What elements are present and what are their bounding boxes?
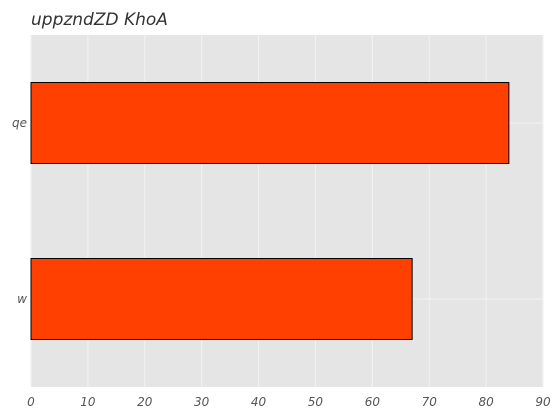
y-tick-label: w (17, 292, 27, 306)
x-tick-label: 10 (80, 395, 96, 409)
x-tick-label: 30 (194, 395, 210, 409)
bar-qe (30, 82, 510, 164)
x-tick-label: 70 (422, 395, 438, 409)
x-tick-label: 0 (27, 395, 35, 409)
x-tick-label: 60 (365, 395, 381, 409)
y-tick-label: qe (12, 116, 27, 130)
x-tick-label: 20 (137, 395, 153, 409)
plot-area: 0 10 20 30 40 50 60 70 80 90 qe w (12, 35, 551, 409)
chart-title: uppzndZD KhoA (31, 10, 168, 30)
x-tick-label: 50 (308, 395, 324, 409)
x-tick-label: 90 (535, 395, 551, 409)
x-tick-label: 80 (478, 395, 494, 409)
x-tick-label: 40 (251, 395, 267, 409)
bar-w (30, 258, 413, 340)
